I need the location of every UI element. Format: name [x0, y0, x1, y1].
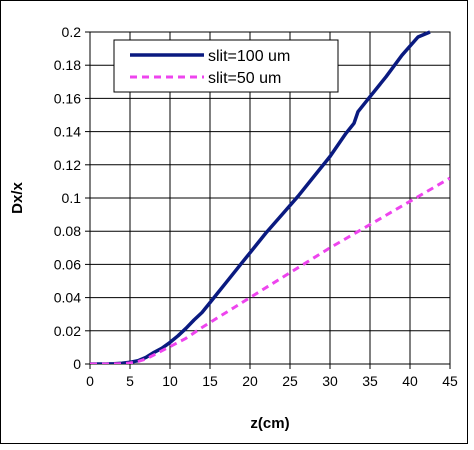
y-tick-label: 0 — [73, 356, 81, 372]
y-axis: 0 0.02 0.04 0.06 0.08 0.1 0.12 0.14 0.16 0.18 0.2 — [54, 24, 90, 372]
x-tick-label: 20 — [242, 373, 258, 389]
y-tick-label: 0.18 — [54, 57, 81, 73]
x-tick-label: 15 — [202, 373, 218, 389]
y-tick-label: 0.2 — [62, 24, 82, 40]
y-tick-label: 0.14 — [54, 124, 81, 140]
y-tick-label: 0.06 — [54, 256, 81, 272]
x-tick-label: 25 — [282, 373, 298, 389]
y-axis-title: Dx/x — [9, 182, 26, 214]
y-tick-label: 0.12 — [54, 157, 81, 173]
series-line-slit-50 — [90, 176, 450, 364]
x-tick-label: 30 — [322, 373, 338, 389]
y-tick-label: 0.04 — [54, 290, 81, 306]
y-tick-label: 0.16 — [54, 90, 81, 106]
x-tick-label: 40 — [402, 373, 418, 389]
x-axis-title: z(cm) — [250, 415, 289, 432]
legend-label-slit-50: slit=50 um — [208, 70, 281, 87]
x-tick-label: 35 — [362, 373, 378, 389]
series-layer — [90, 30, 450, 364]
y-tick-label: 0.1 — [62, 190, 82, 206]
x-tick-label: 0 — [86, 373, 94, 389]
y-tick-label: 0.02 — [54, 323, 81, 339]
legend-box — [113, 39, 339, 93]
y-tick-label: 0.08 — [54, 223, 81, 239]
x-axis: 0 5 10 15 20 25 30 35 40 45 — [86, 364, 458, 389]
x-tick-label: 5 — [126, 373, 134, 389]
x-tick-label: 10 — [162, 373, 178, 389]
x-tick-label: 45 — [442, 373, 458, 389]
legend-label-slit-100: slit=100 um — [208, 48, 290, 65]
legend: slit=100 um slit=50 um — [113, 39, 339, 93]
